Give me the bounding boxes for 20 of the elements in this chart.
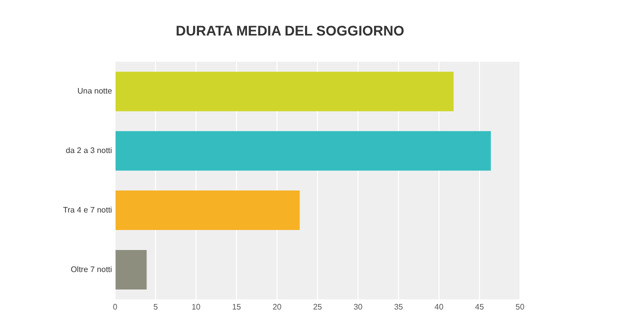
y-tick-label: Una notte [77,86,113,96]
x-tick-label: 0 [112,302,118,312]
x-tick-label: 50 [516,302,525,312]
bar [116,72,454,112]
x-tick-label: 15 [232,302,242,312]
bar [116,250,147,290]
x-tick-label: 35 [394,302,404,312]
x-tick-label: 10 [192,302,202,312]
y-tick-label: da 2 a 3 notti [66,146,112,156]
bar [116,131,491,171]
x-tick-label: 30 [354,302,364,312]
x-tick-label: 40 [434,302,444,312]
x-tick-label: 5 [153,302,158,312]
x-tick-label: 25 [313,302,323,312]
bar [116,190,300,230]
x-tick-label: 45 [475,302,484,312]
y-tick-label: Oltre 7 notti [70,264,112,274]
x-tick-label: 20 [272,302,282,312]
y-tick-label: Tra 4 e 7 notti [63,206,112,215]
chart-title: DURATA MEDIA DEL SOGGIORNO [176,22,404,38]
